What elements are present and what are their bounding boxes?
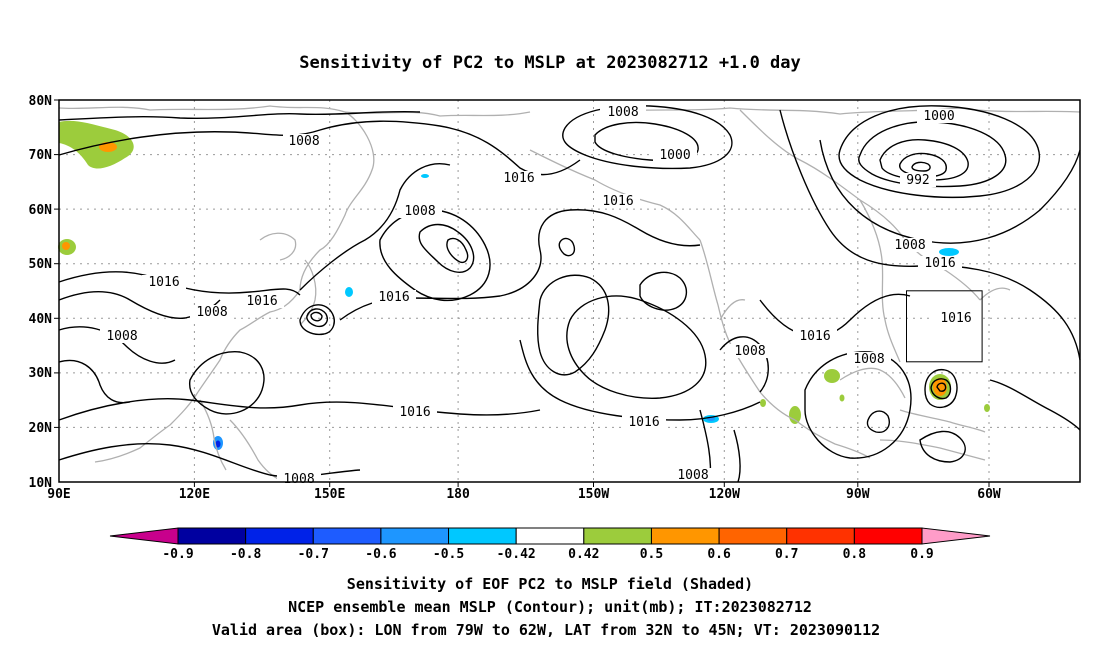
lon-tick-label: 120E <box>179 487 210 502</box>
longitude-axis: 90E 120E 150E 180 150W 120W 90W 60W <box>47 482 1001 502</box>
lat-tick-label: 80N <box>29 94 53 109</box>
positive-shade-region <box>839 394 845 402</box>
map-panel: 1008 1008 1008 1008 1008 1008 1008 1008 … <box>58 99 1081 487</box>
footer-line-3: Valid area (box): LON from 79W to 62W, L… <box>212 621 880 639</box>
lat-tick-label: 60N <box>29 203 53 218</box>
lon-tick-label: 120W <box>709 487 740 502</box>
colorbar-cells <box>177 527 923 545</box>
lat-tick-label: 20N <box>29 421 53 436</box>
colorbar-tick-label: -0.7 <box>298 547 329 562</box>
contour-label-1016: 1016 <box>602 194 633 209</box>
contour-label-1000: 1000 <box>659 148 690 163</box>
colorbar-cell <box>312 527 382 545</box>
lon-tick-label: 60W <box>977 487 1001 502</box>
contour-labels: 1008 1008 1008 1008 1008 1008 1008 1008 … <box>100 105 978 487</box>
colorbar-tick-label: 0.8 <box>843 547 867 562</box>
positive-shade-region <box>789 406 801 424</box>
lat-tick-label: 10N <box>29 476 53 491</box>
contour-label-1016: 1016 <box>799 329 830 344</box>
contour-label-1008: 1008 <box>106 329 137 344</box>
colorbar-cell <box>853 527 923 545</box>
colorbar-tick-label: -0.9 <box>162 547 193 562</box>
lat-tick-label: 30N <box>29 366 53 381</box>
contour-label-1008: 1008 <box>677 468 708 483</box>
graticule <box>59 100 1080 482</box>
colorbar-cell <box>718 527 788 545</box>
latitude-axis: 80N 70N 60N 50N 40N 30N 20N 10N <box>29 94 59 491</box>
contour-label-1016: 1016 <box>246 294 277 309</box>
valid-area-box <box>906 290 983 363</box>
footer-line-1: Sensitivity of EOF PC2 to MSLP field (Sh… <box>347 575 753 593</box>
colorbar-tick-label: -0.6 <box>365 547 396 562</box>
colorbar-tick-label: 0.7 <box>775 547 798 562</box>
colorbar-cell <box>650 527 720 545</box>
positive-shade-region <box>824 369 840 383</box>
negative-shade-region <box>421 174 429 178</box>
contour-label-1008: 1008 <box>283 472 314 487</box>
colorbar-tick-label: -0.5 <box>433 547 464 562</box>
contour-label-1016: 1016 <box>503 171 534 186</box>
colorbar-cell <box>515 527 585 545</box>
colorbar-cell <box>245 527 314 545</box>
contour-label-1000: 1000 <box>923 109 954 124</box>
contour-label-1008: 1008 <box>894 238 925 253</box>
negative-shade-core <box>215 440 221 448</box>
colorbar: -0.9 -0.8 -0.7 -0.6 -0.5 -0.42 0.42 0.5 0.6 0.7 0.… <box>109 527 991 562</box>
contour-label-1008: 1008 <box>404 204 435 219</box>
contour-label-1008: 1008 <box>288 134 319 149</box>
lon-tick-label: 90W <box>846 487 870 502</box>
colorbar-cell <box>583 527 652 545</box>
colorbar-cell <box>786 527 855 545</box>
contour-label-992: 992 <box>906 173 929 188</box>
colorbar-labels: -0.9 -0.8 -0.7 -0.6 -0.5 -0.42 0.42 0.5 0.6 0.7 0.… <box>162 547 933 562</box>
map-frame <box>58 99 1081 483</box>
colorbar-tick-label: -0.42 <box>497 547 536 562</box>
colorbar-tick-label: 0.5 <box>640 547 663 562</box>
contour-label-1016: 1016 <box>378 290 409 305</box>
colorbar-tick-label: 0.9 <box>910 547 933 562</box>
contour-label-1016: 1016 <box>399 405 430 420</box>
colorbar-low-triangle <box>109 527 179 545</box>
lat-tick-label: 50N <box>29 257 53 272</box>
contour-label-1016: 1016 <box>148 275 179 290</box>
colorbar-tick-label: 0.6 <box>707 547 731 562</box>
colorbar-cell <box>177 527 247 545</box>
lon-tick-label: 90E <box>47 487 70 502</box>
colorbar-cell <box>448 527 517 545</box>
contour-label-1008: 1008 <box>853 352 884 367</box>
positive-shade-core <box>99 142 117 152</box>
contour-label-1008: 1008 <box>607 105 638 120</box>
lat-tick-label: 70N <box>29 148 53 163</box>
colorbar-high-triangle <box>921 527 991 545</box>
contour-label-1016: 1016 <box>628 415 659 430</box>
colorbar-tick-label: 0.42 <box>568 547 599 562</box>
lon-tick-label: 150E <box>314 487 345 502</box>
lat-tick-label: 40N <box>29 312 53 327</box>
negative-shade-region <box>939 248 959 256</box>
figure-title: Sensitivity of PC2 to MSLP at 2023082712… <box>299 53 801 73</box>
contour-label-1016: 1016 <box>940 311 971 326</box>
positive-shade-region <box>984 404 990 412</box>
colorbar-tick-label: -0.8 <box>230 547 261 562</box>
colorbar-cell <box>380 527 450 545</box>
positive-shade-region <box>760 399 766 407</box>
negative-shade-region <box>345 287 353 297</box>
footer-line-2: NCEP ensemble mean MSLP (Contour); unit(… <box>288 598 812 616</box>
contour-label-1008: 1008 <box>196 305 227 320</box>
contour-label-1016: 1016 <box>924 256 955 271</box>
contour-label-1008: 1008 <box>734 344 765 359</box>
positive-shade-core <box>62 242 70 250</box>
lon-tick-label: 150W <box>578 487 609 502</box>
lon-tick-label: 180 <box>446 487 470 502</box>
